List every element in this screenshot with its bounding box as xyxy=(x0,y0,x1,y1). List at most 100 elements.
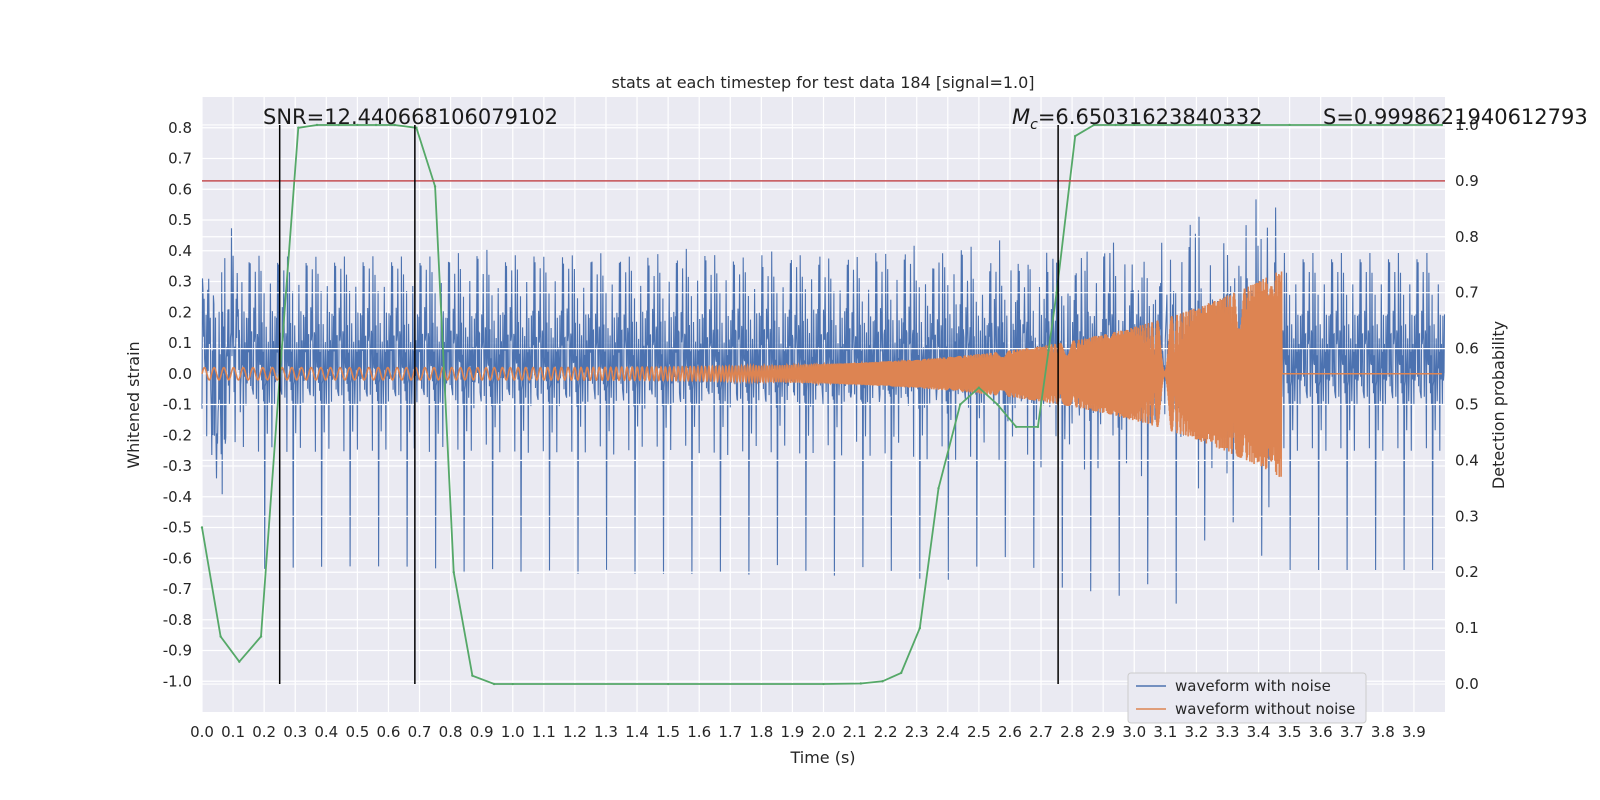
probability-point xyxy=(977,386,981,389)
probability-point xyxy=(822,682,825,686)
x-tick-label: 3.4 xyxy=(1247,723,1271,741)
x-tick-label: 2.8 xyxy=(1060,723,1084,741)
x-tick-label: 2.2 xyxy=(874,723,898,741)
probability-point xyxy=(1133,123,1136,127)
probability-point xyxy=(1288,123,1291,127)
x-tick-label: 2.0 xyxy=(812,723,836,741)
x-tick-label: 1.1 xyxy=(532,723,556,741)
x-tick-label: 2.4 xyxy=(936,723,960,741)
probability-point xyxy=(297,126,300,129)
x-tick-label: 2.9 xyxy=(1091,723,1115,741)
x-tick-label: 3.0 xyxy=(1122,723,1146,741)
y-tick-label: 0.4 xyxy=(168,242,192,260)
y-tick-label: 0.6 xyxy=(168,180,192,198)
y2-tick-label: 0.4 xyxy=(1455,451,1479,469)
y2-axis-label: Detection probability xyxy=(1489,321,1508,489)
significance-annotation: S=0.9998621940612793 xyxy=(1323,105,1588,129)
series-waveform-without-noise xyxy=(201,271,1442,477)
probability-point xyxy=(374,123,378,127)
x-tick-label: 0.5 xyxy=(345,723,369,741)
y-tick-label: 0.3 xyxy=(168,273,192,291)
y-tick-label: -1.0 xyxy=(163,672,192,690)
chirp-mass-symbol: M xyxy=(1012,105,1030,129)
x-tick-label: 1.7 xyxy=(718,723,742,741)
legend: waveform with noise waveform without noi… xyxy=(1127,672,1367,724)
y-tick-label: -0.8 xyxy=(163,611,192,629)
chirp-mass-subscript: c xyxy=(1030,117,1038,133)
chirp-trace xyxy=(201,271,1442,477)
x-tick-label: 0.1 xyxy=(221,723,245,741)
y-tick-label: 0.0 xyxy=(168,365,192,383)
legend-box xyxy=(1127,672,1367,724)
y-tick-label: -0.5 xyxy=(163,519,192,537)
x-tick-label: 1.9 xyxy=(780,723,804,741)
probability-point xyxy=(200,526,204,529)
probability-point xyxy=(471,674,474,677)
x-tick-label: 1.8 xyxy=(749,723,773,741)
x-tick-label: 3.6 xyxy=(1309,723,1333,741)
probability-point xyxy=(1055,291,1058,294)
x-tick-label: 2.1 xyxy=(843,723,867,741)
x-tick-label: 0.0 xyxy=(190,723,214,741)
x-tick-label: 1.3 xyxy=(594,723,618,741)
y2-tick-label: 0.0 xyxy=(1455,675,1479,693)
probability-point xyxy=(1440,123,1444,127)
y2-tick-label: 0.8 xyxy=(1455,228,1479,246)
y2-tick-label: 0.2 xyxy=(1455,563,1479,581)
x-tick-label: 2.3 xyxy=(905,723,929,741)
snr-annotation: SNR=12.440668106079102 xyxy=(263,105,558,129)
x-tick-label: 1.0 xyxy=(501,723,525,741)
legend-label-noise: waveform with noise xyxy=(1175,677,1331,695)
probability-point xyxy=(259,635,263,638)
y-axis-label: Whitened strain xyxy=(124,341,143,468)
x-tick-label: 3.8 xyxy=(1371,723,1395,741)
probability-trace xyxy=(201,124,1442,685)
probability-point xyxy=(315,123,319,127)
x-tick-label: 3.2 xyxy=(1184,723,1208,741)
probability-point xyxy=(492,682,496,686)
x-tick-label: 0.4 xyxy=(314,723,338,741)
probability-point xyxy=(1114,123,1117,127)
probability-point xyxy=(337,123,340,127)
probability-point xyxy=(937,487,940,490)
x-tick-label: 2.6 xyxy=(998,723,1022,741)
y-tick-label: 0.2 xyxy=(168,303,192,321)
x-axis-label: Time (s) xyxy=(789,748,855,767)
chirp-mass-value: =6.65031623840332 xyxy=(1038,105,1263,129)
probability-point xyxy=(1036,425,1040,429)
probability-point xyxy=(356,123,359,127)
probability-point xyxy=(219,635,222,638)
y-tick-label: -0.7 xyxy=(163,580,192,598)
x-tick-label: 1.2 xyxy=(563,723,587,741)
y2-tick-label: 0.3 xyxy=(1455,507,1479,525)
probability-point xyxy=(1014,425,1018,429)
y2-tick-label: 0.5 xyxy=(1455,396,1479,414)
x-tick-label: 0.2 xyxy=(252,723,276,741)
probability-point xyxy=(452,571,455,574)
probability-point xyxy=(959,403,962,406)
y2-tick-label: 1.0 xyxy=(1455,116,1479,134)
x-tick-label: 2.7 xyxy=(1029,723,1053,741)
y-tick-label: -0.3 xyxy=(163,457,192,475)
x-tick-label: 1.6 xyxy=(687,723,711,741)
probability-point xyxy=(1074,134,1077,138)
x-tick-label: 0.8 xyxy=(439,723,463,741)
x-tick-label: 0.3 xyxy=(283,723,307,741)
y-tick-label: 0.5 xyxy=(168,211,192,229)
x-tick-label: 1.5 xyxy=(656,723,680,741)
x-tick-labels: 0.0 0.1 0.2 0.3 0.4 0.5 0.6 0.7 0.8 0.9 1.0 1.1 1.2 1… xyxy=(190,723,1426,741)
probability-point xyxy=(393,123,396,127)
y-tick-label: -0.2 xyxy=(163,426,192,444)
y2-tick-label: 0.9 xyxy=(1455,172,1479,190)
probability-point xyxy=(899,671,903,675)
chirp-mass-annotation: Mc=6.65031623840332 xyxy=(1012,105,1263,133)
y-tick-label: 0.7 xyxy=(168,150,192,168)
x-tick-label: 2.5 xyxy=(967,723,991,741)
y-tick-label: 0.1 xyxy=(168,334,192,352)
x-tick-label: 1.4 xyxy=(625,723,649,741)
y2-tick-label: 0.6 xyxy=(1455,340,1479,358)
y2-tick-labels: 1.0 0.9 0.8 0.7 0.6 0.5 0.4 0.3 0.2 0.1 0.0 xyxy=(1455,116,1479,693)
x-tick-label: 3.1 xyxy=(1153,723,1177,741)
x-tick-label: 3.5 xyxy=(1278,723,1302,741)
probability-point xyxy=(859,682,862,685)
